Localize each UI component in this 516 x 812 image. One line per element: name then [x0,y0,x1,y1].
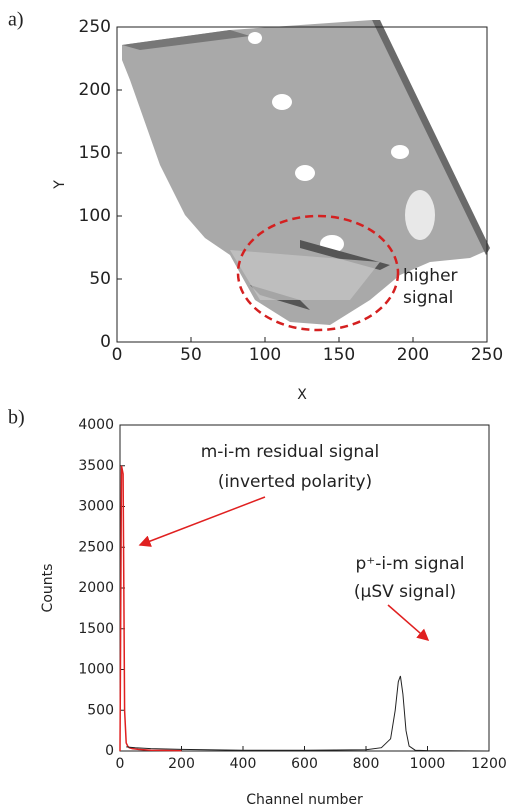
x-tick-label: 600 [291,756,318,772]
y-tick-label: 2000 [78,580,114,596]
annotation: p⁺-i-m signal [355,554,464,574]
x-tick-label: 1000 [410,756,446,772]
line [119,465,182,752]
y-tick-label: 100 [79,206,111,226]
panel-label: a) [8,9,24,31]
x-tick-label: 400 [230,756,257,772]
y-tick-label: 1500 [78,621,114,637]
y-tick-label: 3500 [78,458,114,474]
map-image [122,20,490,325]
annotation: m-i-m residual signal [201,442,380,462]
x-tick-label: 0 [116,756,125,772]
y-tick-label: 0 [100,332,111,352]
x-tick-label: 200 [168,756,195,772]
y-tick-label: 2500 [78,539,114,555]
y-tick-label: 250 [79,17,111,37]
x-tick-label: 50 [180,345,202,365]
x-tick-label: 100 [249,345,281,365]
x-tick-label: 0 [112,345,123,365]
line [126,675,490,752]
arrow [387,604,430,641]
highlight-ellipse [236,214,400,332]
x-tick-label: 250 [471,345,503,365]
x-axis-label: Channel number [246,792,363,808]
y-tick-label: 500 [87,702,114,718]
y-axis-label: Y [52,180,68,190]
x-tick-label: 150 [323,345,355,365]
y-tick-label: 50 [89,269,111,289]
annotation: higher [403,266,458,286]
x-axis-label: X [297,387,307,403]
y-tick-label: 150 [79,143,111,163]
plot-frame [116,26,488,343]
annotation: signal [403,288,453,308]
y-tick-label: 4000 [78,417,114,433]
x-tick-label: 800 [353,756,380,772]
x-tick-label: 200 [397,345,429,365]
panel-label: b) [8,407,25,429]
y-tick-label: 3000 [78,499,114,515]
annotation: (µSV signal) [354,582,456,602]
x-tick-label: 1200 [471,756,507,772]
arrow [138,496,266,547]
y-tick-label: 200 [79,80,111,100]
annotation: (inverted polarity) [218,472,372,492]
y-tick-label: 0 [105,743,114,759]
y-axis-label: Counts [40,564,56,613]
y-tick-label: 1000 [78,662,114,678]
